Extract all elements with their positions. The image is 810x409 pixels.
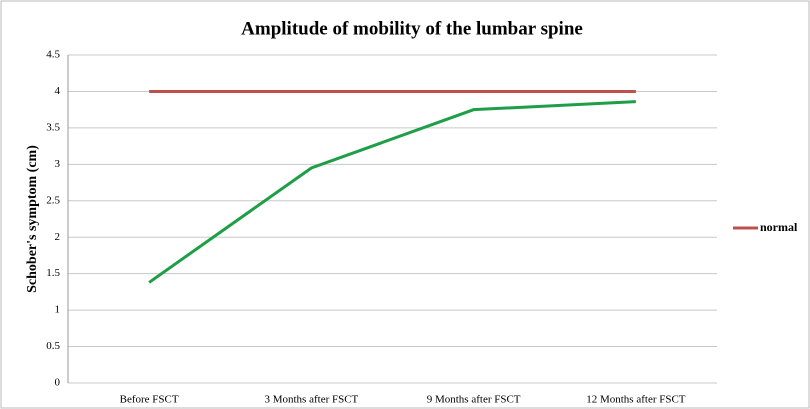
x-tick-label: 12 Months after FSCT xyxy=(586,394,686,406)
y-tick-label: 4 xyxy=(55,85,61,97)
y-tick-label: 3.5 xyxy=(46,121,60,133)
y-tick-label: 2 xyxy=(55,231,61,243)
y-tick-label: 0 xyxy=(55,377,61,389)
y-tick-label: 4.5 xyxy=(46,49,60,61)
y-axis-label: Schober's symptom (cm) xyxy=(25,145,40,293)
y-tick-label: 2.5 xyxy=(46,194,60,206)
x-tick-label: 9 Months after FSCT xyxy=(427,394,521,406)
legend-label: normal xyxy=(760,220,798,234)
line-series xyxy=(148,100,636,284)
y-tick-label: 1.5 xyxy=(46,267,60,279)
chart-title: Amplitude of mobility of the lumbar spin… xyxy=(241,18,583,39)
y-tick-label: 0.5 xyxy=(46,340,60,352)
x-tick-label: Before FSCT xyxy=(120,394,179,406)
x-tick-label: 3 Months after FSCT xyxy=(264,394,358,406)
y-tick-label: 1 xyxy=(55,304,61,316)
y-tick-label: 3 xyxy=(55,158,61,170)
